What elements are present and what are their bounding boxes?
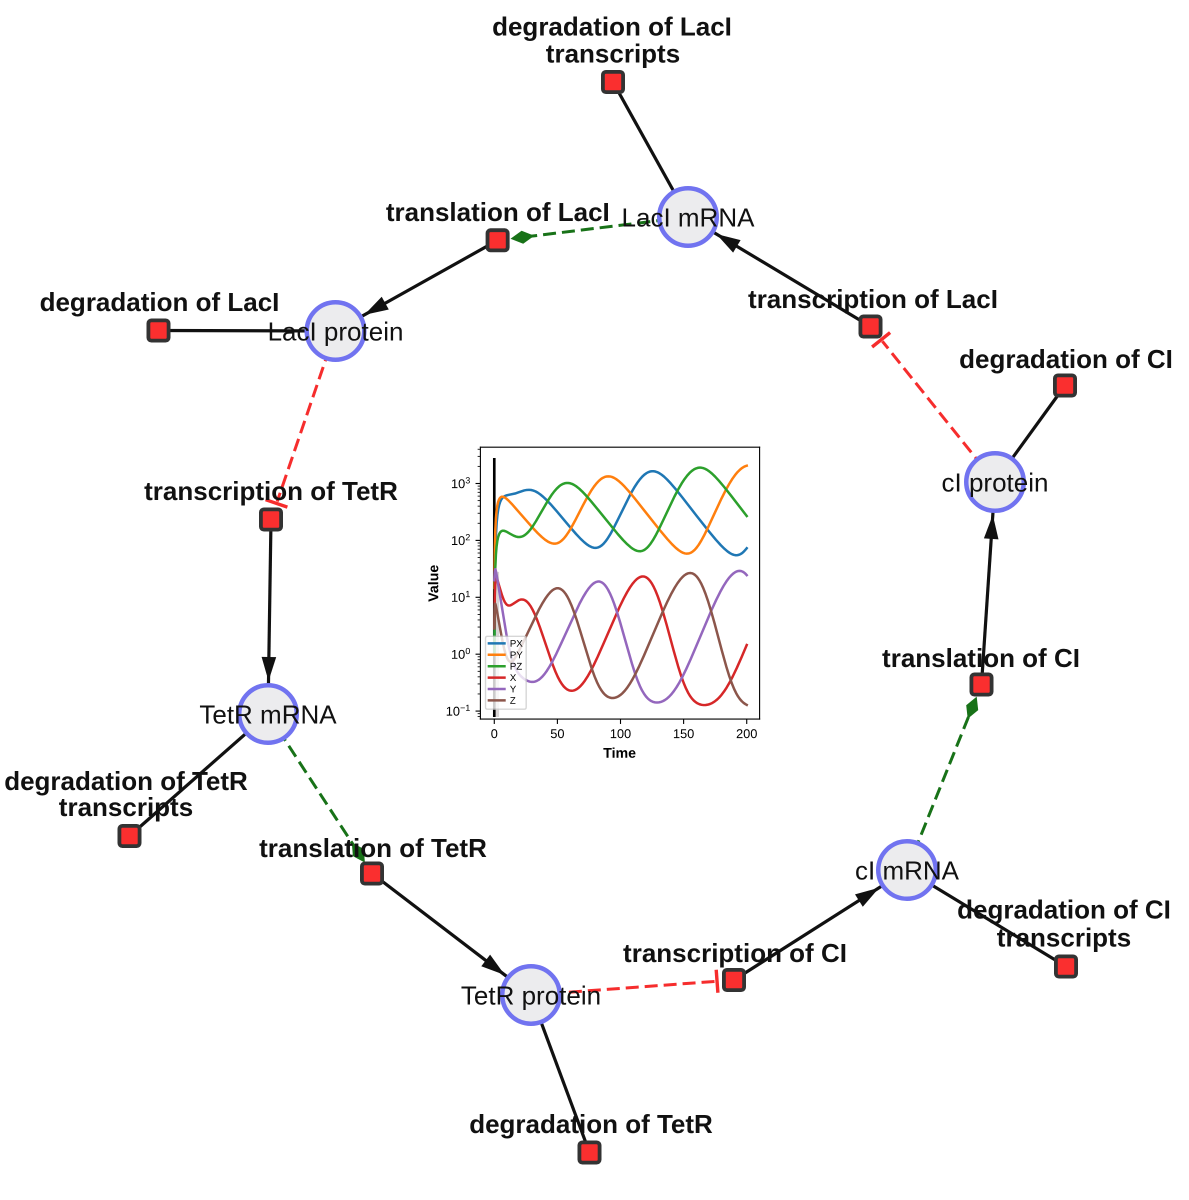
svg-text:translation of CI: translation of CI (882, 643, 1080, 673)
svg-text:transcription of TetR: transcription of TetR (144, 476, 398, 506)
svg-text:cI mRNA: cI mRNA (855, 855, 960, 885)
svg-text:transcripts: transcripts (59, 792, 193, 822)
svg-text:TetR mRNA: TetR mRNA (199, 699, 337, 729)
svg-text:LacI mRNA: LacI mRNA (622, 202, 756, 232)
svg-text:transcripts: transcripts (546, 38, 680, 68)
svg-text:degradation of TetR: degradation of TetR (469, 1109, 713, 1139)
svg-text:transcription of CI: transcription of CI (623, 938, 847, 968)
svg-text:degradation of CI: degradation of CI (959, 344, 1173, 374)
svg-text:degradation of TetR: degradation of TetR (4, 766, 248, 796)
svg-text:translation of LacI: translation of LacI (386, 197, 610, 227)
svg-text:transcription of LacI: transcription of LacI (748, 284, 998, 314)
svg-text:degradation of LacI: degradation of LacI (492, 11, 732, 41)
svg-text:TetR protein: TetR protein (461, 980, 601, 1010)
svg-text:cI protein: cI protein (942, 467, 1049, 497)
svg-text:transcripts: transcripts (997, 923, 1131, 953)
svg-text:translation of TetR: translation of TetR (259, 833, 487, 863)
svg-text:degradation of LacI: degradation of LacI (40, 287, 280, 317)
svg-text:LacI protein: LacI protein (268, 316, 404, 346)
svg-text:degradation of CI: degradation of CI (957, 895, 1171, 925)
